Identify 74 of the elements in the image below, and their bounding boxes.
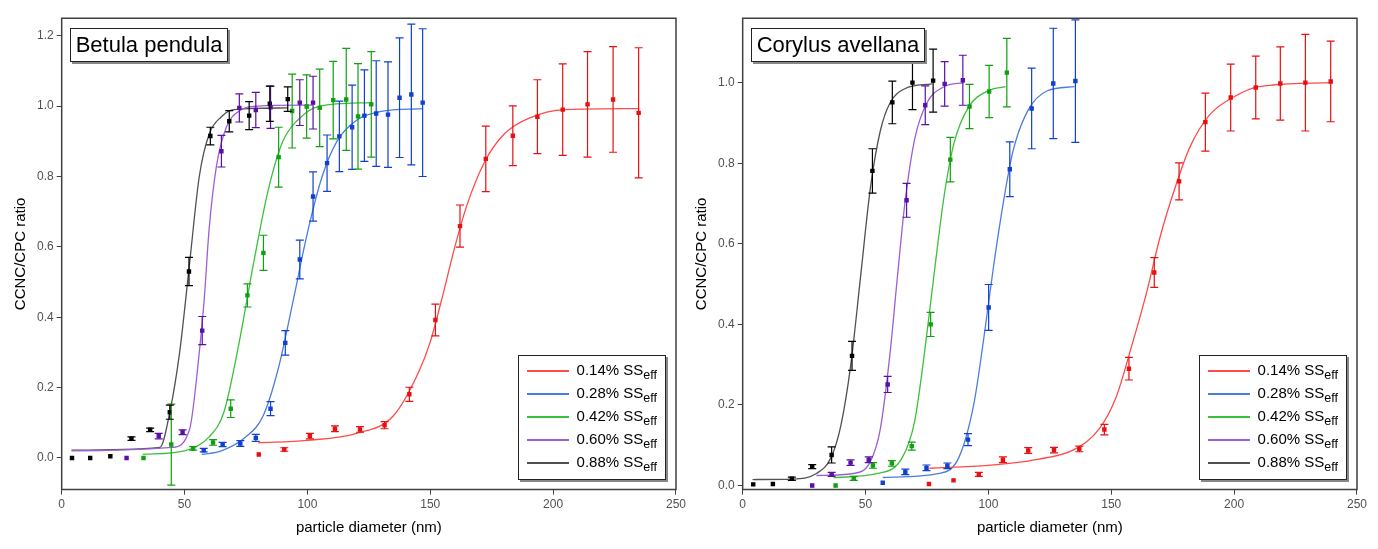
legend-label: 0.60% SS$_{eff}$: [1257, 429, 1338, 451]
point: [535, 114, 540, 119]
point: [751, 482, 756, 487]
x-tick-label: 0: [739, 497, 747, 512]
point: [1228, 95, 1233, 100]
point: [1278, 81, 1283, 86]
y-tick-label: 0.4: [717, 316, 735, 331]
point: [420, 100, 425, 105]
y-axis-title: CCNC/CPC ratio: [11, 197, 29, 311]
legend-label: 0.42% SS$_{eff}$: [1257, 406, 1338, 428]
y-tick-label: 0.8: [36, 168, 54, 183]
point: [928, 322, 933, 327]
x-tick-label: 250: [1346, 497, 1368, 512]
y-tick-label: 0.4: [36, 309, 54, 324]
y-tick-label: 1.0: [36, 98, 54, 113]
point: [910, 80, 915, 85]
legend-label: 0.88% SS$_{eff}$: [1257, 452, 1338, 474]
y-tick-label: 0.8: [717, 155, 735, 170]
point: [986, 305, 991, 310]
point: [108, 453, 113, 459]
x-tick-label: 150: [1101, 497, 1122, 512]
point: [810, 483, 815, 488]
legend-label: 0.42% SS$_{eff}$: [576, 406, 657, 428]
point: [967, 104, 972, 109]
y-tick-label: 0.0: [717, 477, 735, 492]
point: [397, 95, 402, 100]
point: [951, 478, 956, 483]
point: [124, 455, 129, 461]
y-tick-label: 1.0: [717, 74, 735, 89]
line-series: [201, 107, 424, 456]
x-tick-label: 100: [978, 497, 999, 512]
x-tick-label: 150: [420, 497, 441, 512]
x-tick-label: 250: [665, 497, 687, 512]
legend-label: 0.88% SS$_{eff}$: [576, 452, 657, 474]
point: [409, 92, 414, 97]
point: [885, 382, 890, 387]
text: Corylus avellana: [750, 28, 926, 63]
legend-label: 0.14% SS$_{eff}$: [1257, 360, 1338, 382]
legend-label: 0.14% SS$_{eff}$: [576, 360, 657, 382]
legend-label: 0.28% SS$_{eff}$: [576, 383, 657, 405]
legend-label: 0.28% SS$_{eff}$: [1257, 383, 1338, 405]
x-tick-label: 50: [858, 497, 873, 512]
point: [141, 455, 146, 461]
x-tick-label: 200: [543, 497, 564, 512]
point: [304, 104, 309, 109]
y-tick-label: 1.2: [36, 28, 54, 43]
point: [245, 293, 250, 298]
point: [337, 134, 342, 139]
point: [268, 406, 273, 411]
x-axis-title: particle diameter (nm): [295, 518, 442, 536]
point: [948, 157, 953, 162]
text: Betula pendula: [69, 28, 229, 63]
x-axis-title: particle diameter (nm): [976, 518, 1123, 536]
point: [1328, 79, 1333, 84]
point: [1029, 106, 1034, 111]
line-series: [882, 86, 1076, 479]
point: [362, 113, 367, 118]
point: [256, 452, 261, 457]
point: [585, 102, 590, 107]
point: [890, 100, 895, 105]
point: [833, 483, 838, 488]
x-tick-label: 200: [1224, 497, 1245, 512]
x-tick-label: 0: [58, 497, 66, 512]
x-tick-label: 100: [297, 497, 318, 512]
y-tick-label: 0.0: [36, 450, 54, 465]
point: [904, 198, 909, 203]
point: [1303, 80, 1308, 85]
x-tick-label: 50: [177, 497, 192, 512]
y-axis-title: CCNC/CPC ratio: [692, 197, 710, 311]
y-tick-label: 0.2: [36, 379, 54, 394]
legend-label: 0.60% SS$_{eff}$: [576, 429, 657, 451]
y-tick-label: 0.6: [717, 236, 735, 251]
y-tick-label: 0.2: [717, 397, 735, 412]
y-tick-label: 0.6: [36, 239, 54, 254]
